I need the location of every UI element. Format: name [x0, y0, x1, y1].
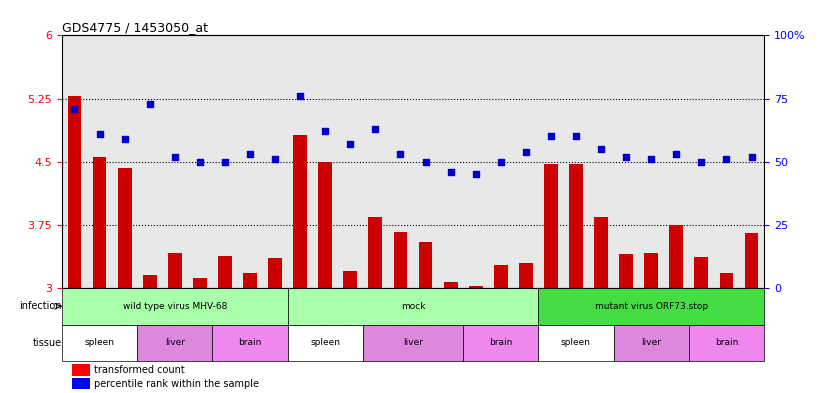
Bar	[494, 265, 508, 288]
Point	[544, 133, 558, 140]
Bar	[293, 135, 307, 288]
Bar	[287, 325, 363, 361]
Point	[143, 101, 156, 107]
Point	[319, 128, 332, 134]
Point	[595, 146, 608, 152]
Bar	[569, 164, 583, 288]
Point	[745, 154, 758, 160]
Bar	[419, 242, 433, 288]
Bar	[93, 157, 107, 288]
Bar	[594, 217, 608, 288]
Bar	[695, 257, 708, 288]
Text: spleen: spleen	[311, 338, 340, 347]
Bar	[143, 275, 157, 288]
Point	[670, 151, 683, 157]
Point	[419, 158, 432, 165]
Point	[644, 156, 657, 162]
Text: liver: liver	[165, 338, 185, 347]
Point	[569, 133, 582, 140]
Text: brain: brain	[489, 338, 512, 347]
Bar	[363, 325, 463, 361]
Point	[368, 126, 382, 132]
Point	[244, 151, 257, 157]
Point	[118, 136, 131, 142]
Point	[469, 171, 482, 178]
Point	[695, 158, 708, 165]
Bar	[544, 164, 558, 288]
Point	[193, 158, 206, 165]
Point	[719, 156, 733, 162]
Bar	[539, 288, 764, 325]
Text: GDS4775 / 1453050_at: GDS4775 / 1453050_at	[62, 21, 208, 34]
Text: mutant virus ORF73.stop: mutant virus ORF73.stop	[595, 302, 708, 311]
Point	[293, 93, 306, 99]
Text: spleen: spleen	[561, 338, 591, 347]
Point	[444, 169, 458, 175]
Bar	[62, 325, 137, 361]
Text: liver: liver	[641, 338, 661, 347]
Bar	[73, 364, 90, 376]
Bar	[137, 325, 212, 361]
Bar	[193, 278, 206, 288]
Bar	[344, 271, 357, 288]
Bar	[689, 325, 764, 361]
Bar	[444, 282, 458, 288]
Text: spleen: spleen	[84, 338, 115, 347]
Bar	[463, 325, 539, 361]
Bar	[318, 162, 332, 288]
Bar	[620, 254, 633, 288]
Bar	[62, 288, 287, 325]
Text: tissue: tissue	[32, 338, 61, 348]
Bar	[73, 378, 90, 389]
Bar	[614, 325, 689, 361]
Bar	[669, 225, 683, 288]
Text: brain: brain	[714, 338, 738, 347]
Bar	[268, 258, 282, 288]
Point	[169, 154, 182, 160]
Text: percentile rank within the sample: percentile rank within the sample	[93, 379, 259, 389]
Text: wild type virus MHV-68: wild type virus MHV-68	[122, 302, 227, 311]
Point	[93, 131, 107, 137]
Bar	[519, 263, 533, 288]
Bar	[744, 233, 758, 288]
Bar	[539, 325, 614, 361]
Bar	[168, 253, 182, 288]
Text: infection: infection	[19, 301, 61, 311]
Point	[620, 154, 633, 160]
Point	[520, 149, 533, 155]
Bar	[68, 96, 82, 288]
Text: liver: liver	[403, 338, 423, 347]
Point	[494, 158, 507, 165]
Bar	[719, 273, 733, 288]
Point	[268, 156, 282, 162]
Bar	[368, 217, 382, 288]
Bar	[118, 167, 131, 288]
Bar	[218, 256, 232, 288]
Point	[394, 151, 407, 157]
Bar	[243, 273, 257, 288]
Point	[68, 105, 81, 112]
Bar	[212, 325, 287, 361]
Point	[218, 158, 231, 165]
Bar	[287, 288, 539, 325]
Text: brain: brain	[239, 338, 262, 347]
Text: mock: mock	[401, 302, 425, 311]
Bar	[393, 231, 407, 288]
Point	[344, 141, 357, 147]
Bar	[644, 253, 658, 288]
Bar	[469, 286, 482, 288]
Text: transformed count: transformed count	[93, 365, 184, 375]
